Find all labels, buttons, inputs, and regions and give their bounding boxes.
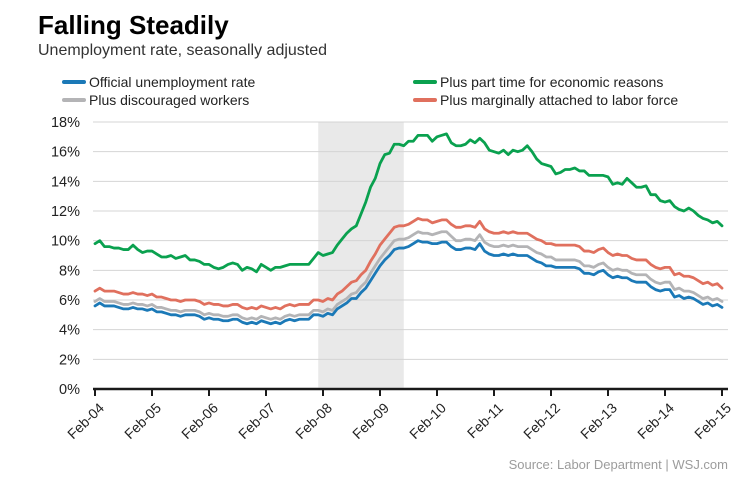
- series-line: [93, 230, 724, 321]
- series-line: [93, 132, 724, 274]
- legend-swatch-discouraged-workers: [62, 98, 86, 102]
- legend-item-part-time: Plus part time for economic reasons: [413, 73, 663, 91]
- x-tick-label: Feb-15: [691, 400, 734, 442]
- y-tick-label: 14%: [51, 174, 80, 190]
- legend-label: Plus discouraged workers: [89, 92, 250, 108]
- y-tick-label: 2%: [59, 352, 80, 368]
- series-line: [93, 217, 724, 311]
- x-tick-label: Feb-10: [406, 400, 449, 442]
- legend-label: Official unemployment rate: [89, 74, 256, 90]
- legend-item-discouraged-workers: Plus discouraged workers: [62, 91, 249, 109]
- y-tick-label: 0%: [59, 382, 80, 398]
- series-line: [93, 239, 724, 326]
- legend-swatch-marginally-attached: [413, 98, 437, 102]
- y-tick-label: 6%: [59, 293, 80, 309]
- source-credit: Source: Labor Department | WSJ.com: [508, 457, 728, 472]
- chart-title: Falling Steadily: [38, 10, 229, 40]
- x-tick-label: Feb-09: [349, 400, 392, 442]
- legend-item-marginally-attached: Plus marginally attached to labor force: [413, 91, 678, 109]
- x-tick-label: Feb-07: [235, 400, 278, 442]
- x-tick-label: Feb-11: [464, 400, 506, 442]
- x-tick-label: Feb-14: [634, 400, 677, 442]
- x-tick-label: Feb-04: [64, 400, 107, 442]
- legend-swatch-official-rate: [62, 80, 86, 84]
- x-tick-label: Feb-13: [577, 400, 620, 442]
- legend-label: Plus part time for economic reasons: [440, 74, 664, 90]
- y-tick-label: 18%: [51, 115, 80, 131]
- y-tick-label: 16%: [51, 145, 80, 161]
- y-tick-label: 10%: [51, 234, 80, 250]
- x-tick-label: Feb-12: [520, 400, 563, 442]
- x-tick-label: Feb-08: [292, 400, 335, 442]
- y-tick-label: 4%: [59, 323, 80, 339]
- x-tick-label: Feb-06: [178, 400, 221, 442]
- chart-subtitle: Unemployment rate, seasonally adjusted: [38, 42, 328, 59]
- y-tick-label: 8%: [59, 263, 80, 279]
- legend-item-official-rate: Official unemployment rate: [62, 73, 255, 91]
- y-tick-label: 12%: [51, 204, 80, 220]
- legend-swatch-part-time: [413, 80, 437, 84]
- x-tick-label: Feb-05: [121, 400, 164, 442]
- legend-label: Plus marginally attached to labor force: [440, 92, 679, 108]
